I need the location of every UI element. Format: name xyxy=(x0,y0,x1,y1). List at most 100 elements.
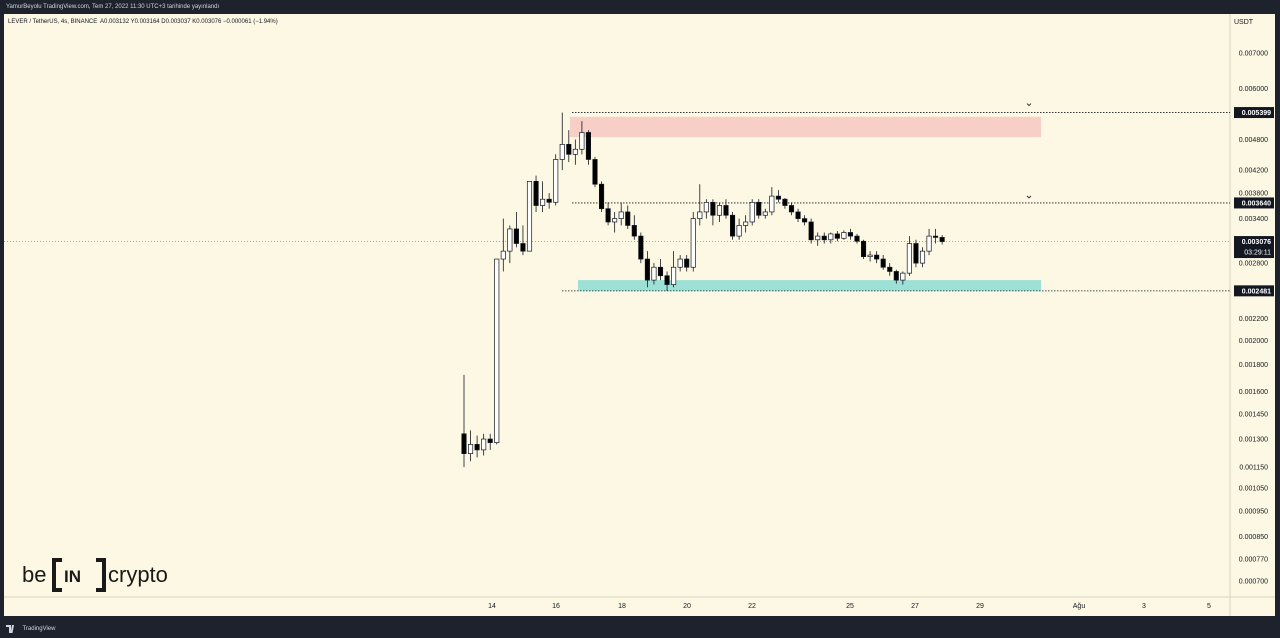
candle xyxy=(736,218,742,240)
candle xyxy=(507,225,513,264)
y-tick-label: 0.000850 xyxy=(1239,534,1268,541)
candle xyxy=(461,374,467,468)
x-tick-label: Ağu xyxy=(1073,603,1086,610)
candle xyxy=(553,154,559,206)
symbol-info: LEVER / TetherUS, 4s, BINANCE xyxy=(8,19,97,25)
tradingview-logo[interactable]: TradingView xyxy=(6,620,56,633)
y-tick-label: 0.002200 xyxy=(1239,316,1268,323)
candle xyxy=(657,259,664,281)
candle xyxy=(585,130,592,165)
y-tick-label: 0.002800 xyxy=(1239,261,1268,268)
candle xyxy=(756,199,762,219)
price-label-value: 0.003640 xyxy=(1242,200,1271,207)
candle xyxy=(540,181,546,212)
x-tick-label: 29 xyxy=(976,603,984,610)
candlestick-chart[interactable]: LEVER / TetherUS, 4s, BINANCE A0.003132 … xyxy=(4,14,1275,616)
candle xyxy=(612,211,618,233)
candle xyxy=(847,228,854,240)
candle xyxy=(598,181,605,212)
x-tick-label: 3 xyxy=(1142,603,1146,610)
support-zone[interactable] xyxy=(578,280,1041,291)
footer-bar: TradingView xyxy=(0,616,1280,634)
currency-label: USDT xyxy=(1234,19,1254,26)
candle xyxy=(828,232,834,244)
candle xyxy=(644,251,650,288)
candle xyxy=(671,251,677,288)
y-tick-label: 0.004800 xyxy=(1239,137,1268,144)
resistance-zone[interactable] xyxy=(570,116,1041,138)
candle xyxy=(815,232,821,246)
y-tick-label: 0.001300 xyxy=(1239,437,1268,444)
publish-note: YamurBeyolu TradingView.com, Tem 27, 202… xyxy=(6,4,220,10)
candle xyxy=(795,208,801,222)
candle xyxy=(893,269,899,284)
bracket-logo-icon: IN xyxy=(52,558,106,592)
level-price-badge xyxy=(1234,197,1274,209)
alert-chevron-icon[interactable] xyxy=(1026,103,1032,107)
candle xyxy=(559,112,565,171)
alert-chevron-icon[interactable] xyxy=(1026,195,1032,199)
tradingview-logo-text: TradingView xyxy=(22,625,56,632)
y-tick-label: 0.007000 xyxy=(1239,51,1268,58)
candle xyxy=(513,211,519,248)
candle xyxy=(723,199,729,219)
candle xyxy=(900,271,906,285)
candle xyxy=(651,263,657,285)
y-tick-label: 0.001600 xyxy=(1239,389,1268,396)
candle xyxy=(566,130,572,163)
candle xyxy=(775,190,781,203)
x-tick-label: 20 xyxy=(683,603,691,610)
x-tick-label: 5 xyxy=(1207,603,1211,610)
level-price-badge xyxy=(1234,107,1274,119)
candle xyxy=(926,228,932,256)
candle xyxy=(703,199,709,219)
tradingview-logo-icon xyxy=(6,624,14,633)
candle xyxy=(468,430,474,462)
candle xyxy=(664,271,670,291)
candle xyxy=(880,255,886,270)
y-tick-label: 0.001050 xyxy=(1239,486,1268,493)
x-tick-label: 22 xyxy=(748,603,756,610)
price-label-value: 0.002481 xyxy=(1242,288,1271,295)
candle xyxy=(802,215,808,226)
price-label-value: 0.003076 xyxy=(1242,239,1271,246)
candle xyxy=(474,435,480,458)
candle xyxy=(716,202,723,222)
candle xyxy=(487,433,493,450)
candle xyxy=(500,218,506,272)
candle xyxy=(762,208,768,219)
candle xyxy=(546,193,552,209)
chart-area[interactable]: LEVER / TetherUS, 4s, BINANCE A0.003132 … xyxy=(4,14,1275,616)
ohlc-readout: A0.003132 Y0.003164 D0.003037 K0.003076 … xyxy=(100,19,278,25)
candle xyxy=(841,230,847,240)
y-tick-label: 0.006000 xyxy=(1239,86,1268,93)
x-tick-label: 27 xyxy=(911,603,919,610)
candle xyxy=(625,205,631,229)
x-tick-label: 18 xyxy=(618,603,626,610)
y-tick-label: 0.000950 xyxy=(1239,508,1268,515)
y-tick-label: 0.004200 xyxy=(1239,168,1268,175)
publish-bar: YamurBeyolu TradingView.com, Tem 27, 202… xyxy=(0,0,1280,14)
candle xyxy=(913,239,919,268)
y-tick-label: 0.001450 xyxy=(1239,412,1268,419)
candle xyxy=(579,121,585,155)
candle xyxy=(605,202,611,226)
y-tick-label: 0.000700 xyxy=(1239,579,1268,586)
candle xyxy=(520,225,526,256)
candle xyxy=(697,184,703,226)
candle xyxy=(860,239,867,260)
candle xyxy=(834,231,840,242)
candle xyxy=(933,228,939,244)
candle xyxy=(710,199,716,226)
candle xyxy=(638,232,644,264)
candle xyxy=(874,251,880,264)
candle xyxy=(533,175,539,212)
candle xyxy=(618,202,624,226)
candle xyxy=(821,232,827,244)
candle xyxy=(684,255,690,272)
price-label-value: 0.005399 xyxy=(1242,110,1271,117)
y-tick-label: 0.001150 xyxy=(1239,465,1268,472)
x-tick-label: 25 xyxy=(846,603,854,610)
y-tick-label: 0.003400 xyxy=(1239,216,1268,223)
candle xyxy=(526,180,533,252)
